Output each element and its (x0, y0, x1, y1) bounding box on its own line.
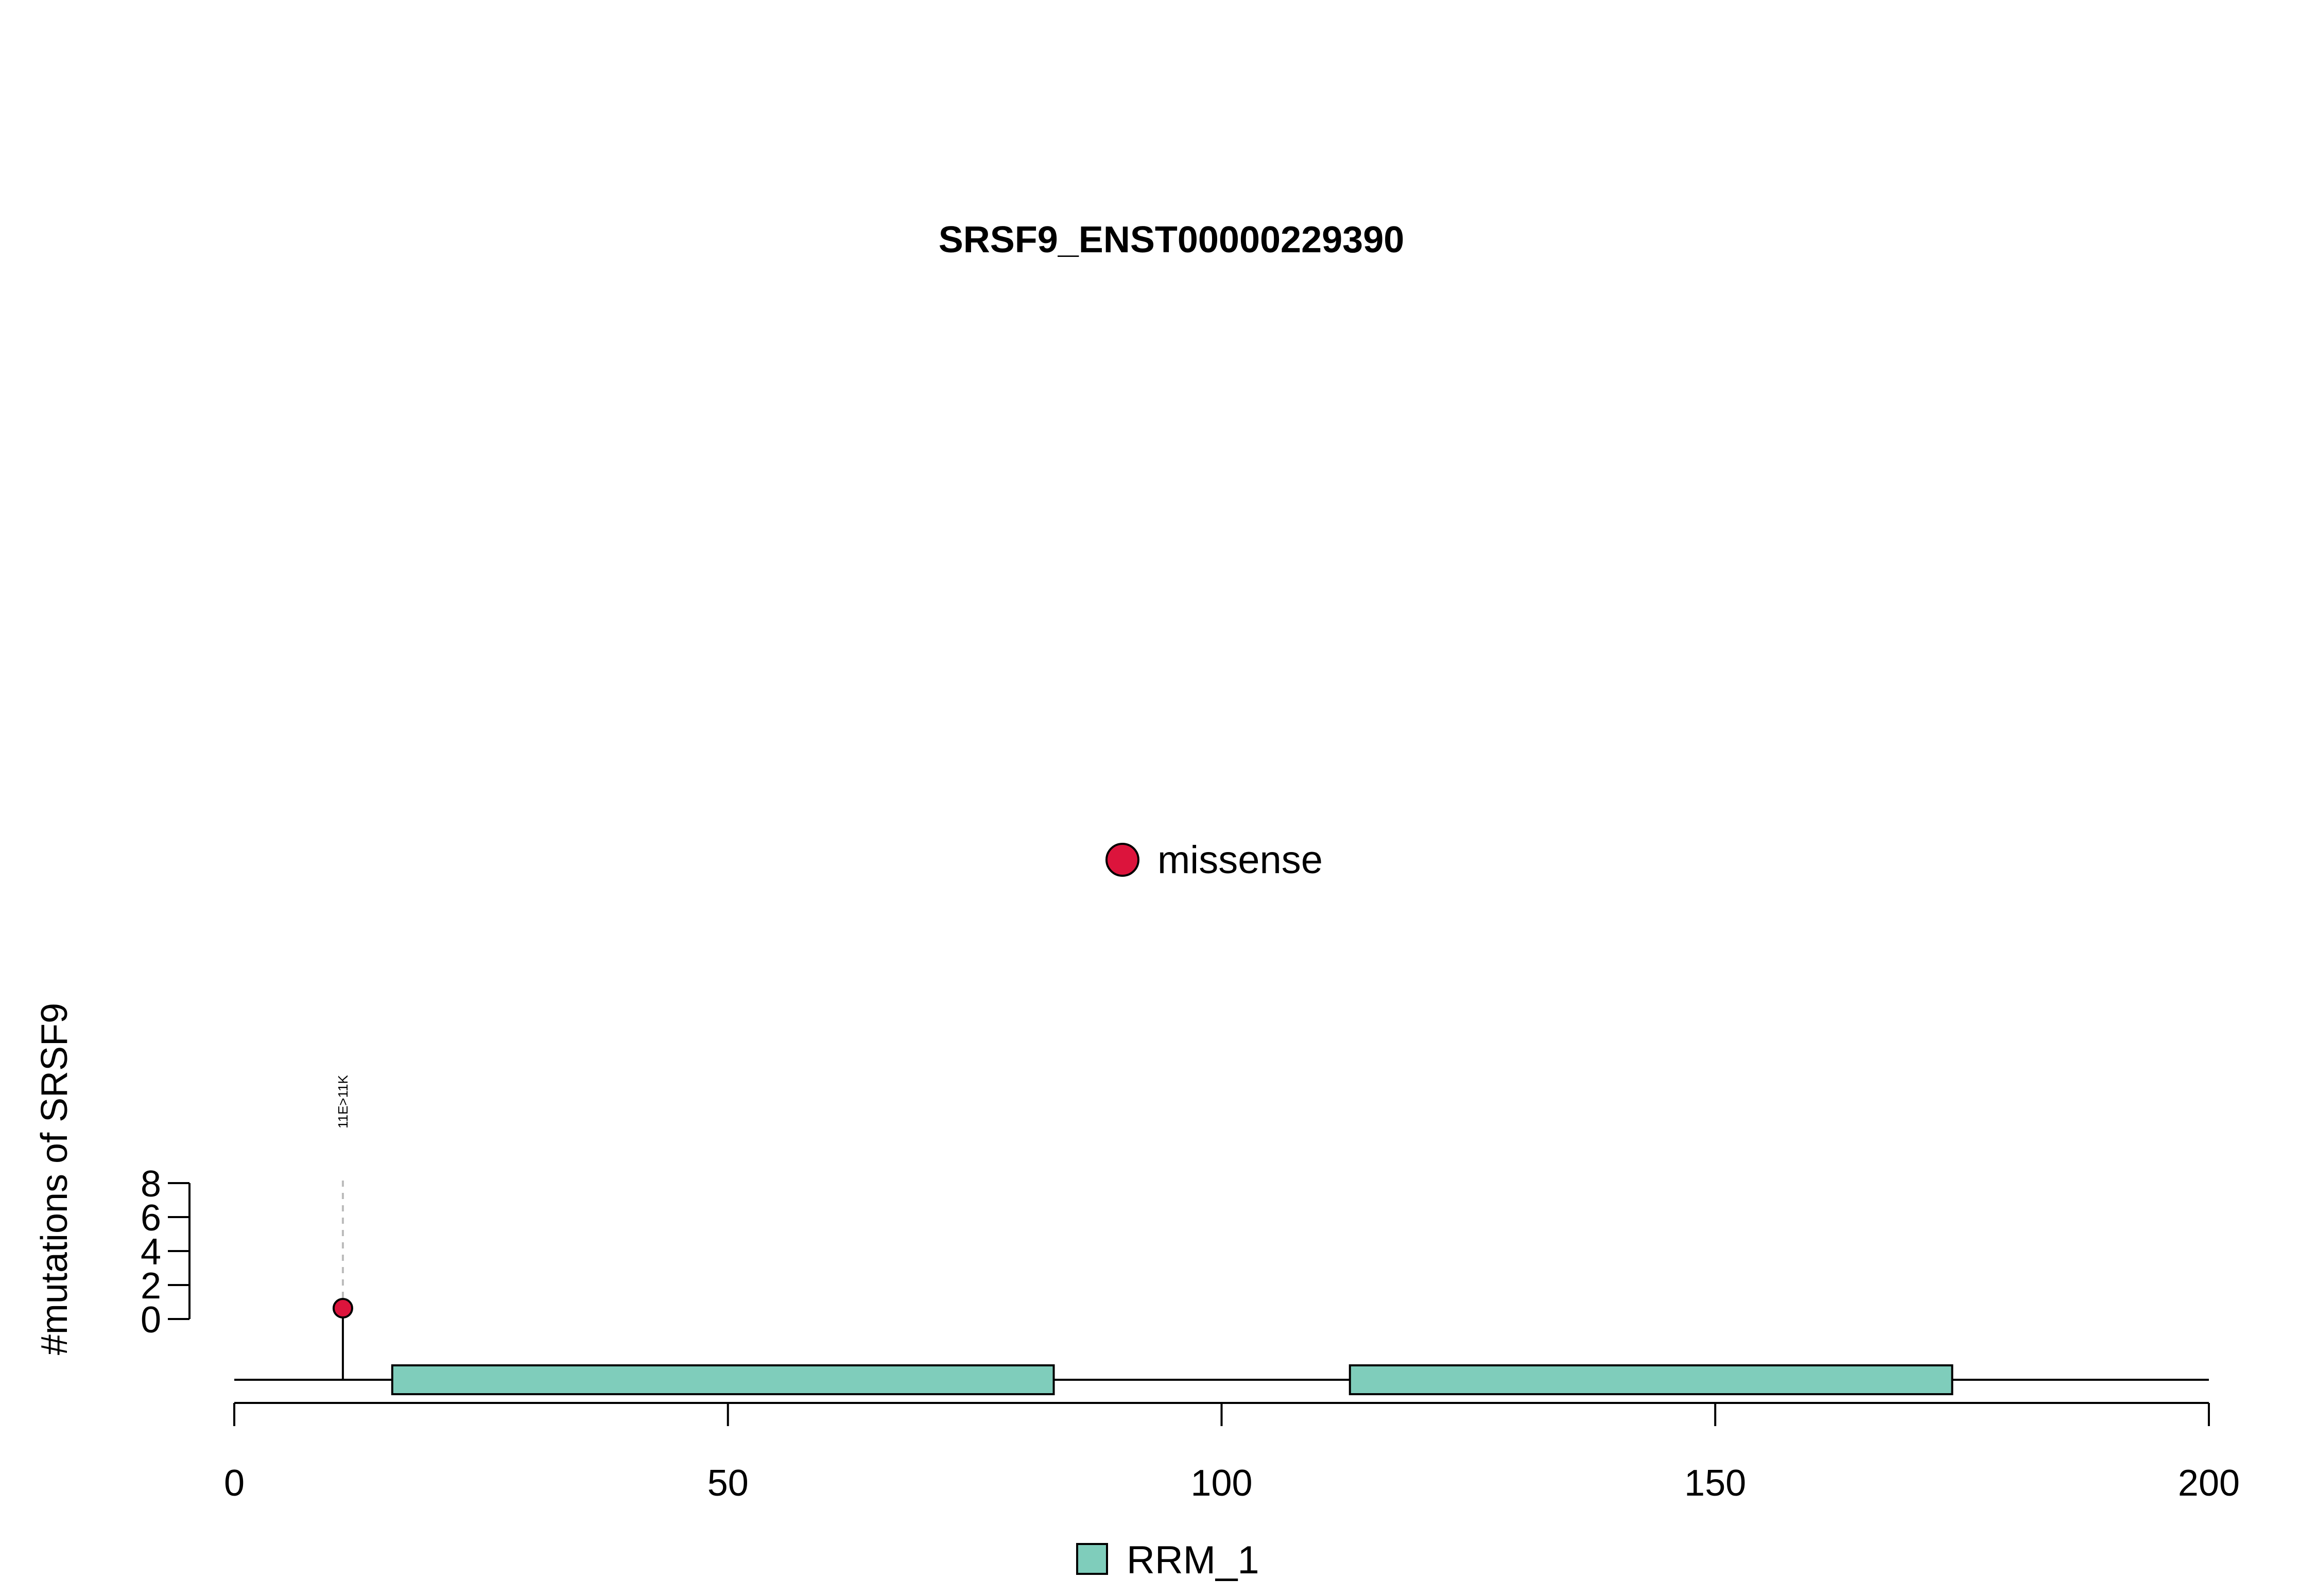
domain-legend: RRM_1 (1076, 1538, 1259, 1582)
x-axis: 0 50 100 150 200 (224, 1402, 2240, 1504)
x-tick-label-50: 50 (707, 1463, 749, 1504)
y-tick-label-2: 2 (141, 1265, 161, 1307)
mutation-layer: 11E>11K (332, 1074, 353, 1380)
domain-layer (391, 1364, 1953, 1395)
chart-title: SRSF9_ENST00000229390 (939, 219, 1405, 261)
x-tick-label-0: 0 (224, 1463, 245, 1504)
y-tick-label-8: 8 (141, 1164, 161, 1205)
x-tick-label-150: 150 (1684, 1463, 1746, 1504)
legend-missense-dot (1105, 843, 1139, 877)
legend-RRM_1-swatch (1076, 1543, 1108, 1575)
mutation-label-1: 11E>11K (335, 1074, 351, 1129)
y-tick-label-4: 4 (141, 1231, 161, 1273)
legend-missense-label: missense (1157, 838, 1323, 882)
y-axis-label: #mutations of SRSF9 (34, 1003, 75, 1355)
x-tick-label-100: 100 (1190, 1463, 1252, 1504)
y-tick-label-0: 0 (141, 1299, 161, 1341)
y-tick-label-6: 6 (141, 1198, 161, 1239)
legend-RRM_1-label: RRM_1 (1127, 1538, 1259, 1582)
domain-RRM_1-2 (1348, 1364, 1953, 1395)
domain-RRM_1-1 (391, 1364, 1055, 1395)
x-tick-label-200: 200 (2178, 1463, 2240, 1504)
mutation-dot-1 (332, 1298, 353, 1319)
mutation-type-legend: missense (1105, 838, 1323, 882)
